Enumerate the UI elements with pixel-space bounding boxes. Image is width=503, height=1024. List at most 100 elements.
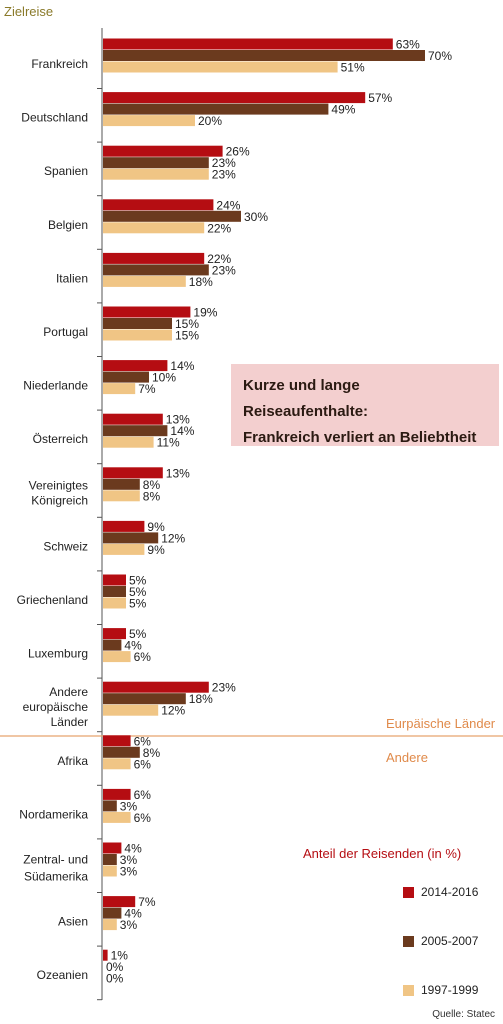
bar-2014-2016 (103, 735, 131, 747)
bar-1997-1999 (103, 919, 117, 931)
data-label: 23% (212, 681, 236, 695)
data-label: 14% (170, 359, 194, 373)
bar-2005-2007 (103, 800, 117, 812)
category-label: Königreich (31, 493, 88, 507)
bar-1997-1999 (103, 758, 131, 770)
legend-item-1997-1999: 1997-1999 (403, 983, 478, 997)
legend-swatch (403, 984, 414, 996)
bar-2005-2007 (103, 264, 209, 276)
data-label: 6% (134, 811, 152, 825)
bar-2014-2016 (103, 199, 214, 211)
legend-item-2014-2016: 2014-2016 (403, 885, 478, 899)
category-label: Deutschland (21, 111, 88, 125)
data-label: 23% (212, 168, 236, 182)
legend-label: 1997-1999 (421, 983, 479, 997)
bar-2014-2016 (103, 520, 145, 532)
category-label: Länder (51, 715, 88, 729)
data-label: 15% (175, 317, 199, 331)
data-label: 13% (166, 413, 190, 427)
bar-2005-2007 (103, 746, 140, 758)
category-label: Italien (56, 271, 88, 285)
data-label: 57% (368, 91, 392, 105)
data-label: 30% (244, 210, 268, 224)
data-label: 9% (147, 543, 165, 557)
bar-1997-1999 (103, 704, 159, 716)
callout-line-1: Kurze und lange Reiseaufenthalte: (243, 377, 369, 420)
bar-2005-2007 (103, 907, 122, 919)
category-label: Asien (58, 915, 88, 929)
bar-2005-2007 (103, 478, 140, 490)
category-label: Ozeanien (37, 968, 88, 982)
callout-line-2: Frankreich verliert an Beliebtheit (243, 429, 477, 446)
category-label: Nordamerika (19, 807, 88, 821)
bar-2005-2007 (103, 157, 209, 169)
data-label: 4% (124, 842, 142, 856)
data-label: 13% (166, 466, 190, 480)
category-label: Südamerika (24, 870, 88, 884)
bar-1997-1999 (103, 651, 131, 663)
data-label: 3% (120, 853, 138, 867)
category-label: Schweiz (43, 539, 88, 553)
bar-2014-2016 (103, 38, 393, 50)
data-label: 63% (396, 38, 420, 52)
bar-2005-2007 (103, 210, 241, 222)
data-label: 19% (193, 306, 217, 320)
data-label: 22% (207, 252, 231, 266)
bar-2014-2016 (103, 467, 163, 479)
bar-2005-2007 (103, 693, 186, 705)
source-note: Quelle: Statec (432, 1009, 495, 1020)
bar-2005-2007 (103, 50, 425, 61)
bar-2014-2016 (103, 252, 205, 264)
data-label: 18% (189, 275, 213, 289)
category-label: Österreich (33, 432, 88, 446)
category-label: europäische (23, 700, 89, 714)
data-label: 5% (129, 585, 147, 599)
bar-2014-2016 (103, 681, 209, 693)
data-label: 14% (170, 424, 194, 438)
bar-1997-1999 (103, 275, 186, 287)
data-label: 12% (161, 704, 185, 718)
bar-2014-2016 (103, 842, 122, 854)
legend-item-2005-2007: 2005-2007 (403, 934, 478, 948)
data-label: 5% (129, 574, 147, 588)
data-label: 26% (226, 145, 250, 159)
data-label: 0% (106, 972, 124, 986)
data-label: 51% (341, 61, 365, 75)
bar-1997-1999 (103, 543, 145, 555)
category-label: Luxemburg (28, 647, 88, 661)
legend-title: Anteil der Reisenden (in %) (303, 846, 462, 861)
data-label: 9% (147, 520, 165, 534)
category-label: Afrika (57, 754, 88, 768)
data-label: 22% (207, 221, 231, 235)
bar-2014-2016 (103, 628, 126, 640)
data-label: 3% (120, 799, 138, 813)
data-label: 49% (331, 103, 355, 117)
data-label: 11% (157, 436, 180, 450)
bar-2005-2007 (103, 854, 117, 865)
data-label: 3% (120, 865, 138, 879)
legend-swatch (403, 935, 414, 947)
data-label: 5% (129, 627, 147, 641)
bar-1997-1999 (103, 811, 131, 823)
data-label: 6% (134, 650, 152, 664)
bar-1997-1999 (103, 383, 136, 395)
data-label: 0% (106, 960, 124, 974)
bar-1997-1999 (103, 436, 154, 448)
bar-2014-2016 (103, 306, 191, 318)
bar-2014-2016 (103, 788, 131, 800)
bar-1997-1999 (103, 61, 338, 73)
bar-2014-2016 (103, 92, 366, 104)
data-label: 20% (198, 114, 222, 128)
bar-1997-1999 (103, 597, 126, 609)
chart-callout: Kurze und lange Reiseaufenthalte: Frankr… (231, 364, 499, 446)
bar-1997-1999 (103, 490, 140, 502)
bar-2005-2007 (103, 532, 159, 544)
data-label: 7% (138, 382, 156, 396)
data-label: 8% (143, 489, 161, 503)
bar-1997-1999 (103, 168, 209, 180)
bar-2014-2016 (103, 145, 223, 157)
data-label: 6% (134, 734, 152, 748)
bar-1997-1999 (103, 865, 117, 877)
bar-1997-1999 (103, 222, 205, 234)
